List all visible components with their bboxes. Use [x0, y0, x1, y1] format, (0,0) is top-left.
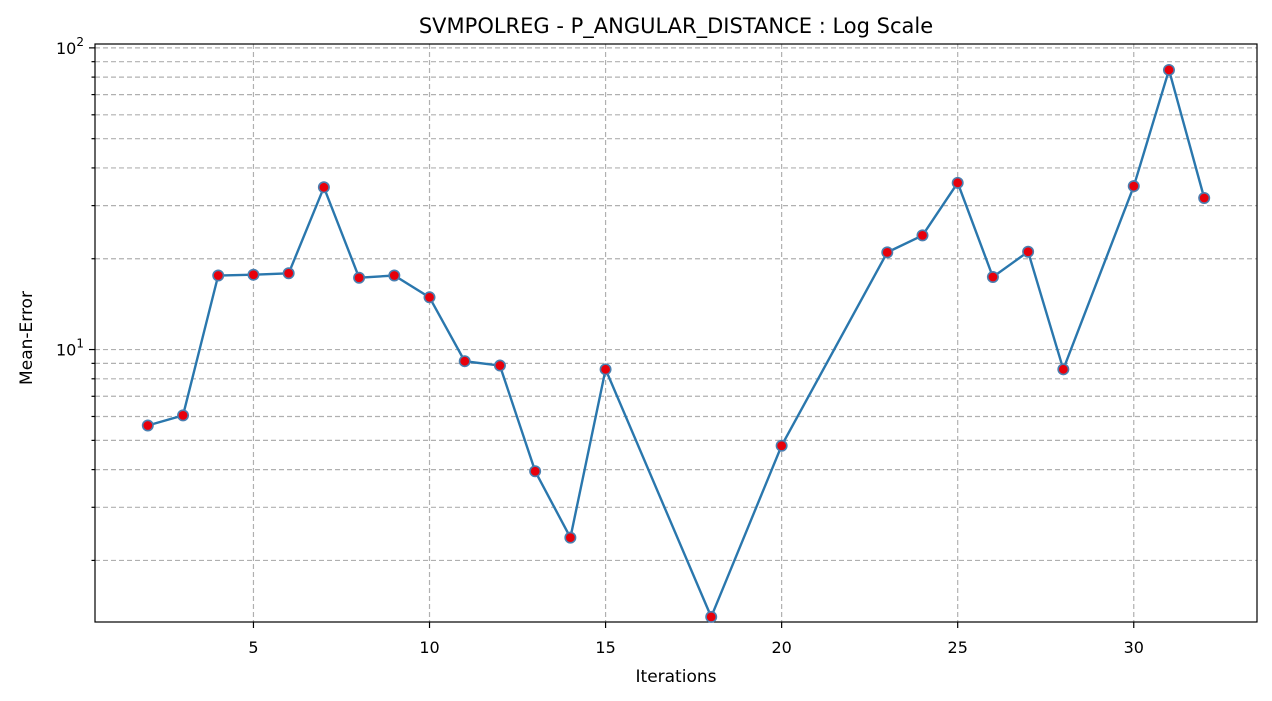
series [141, 63, 1211, 623]
data-point [775, 439, 788, 452]
data-point [705, 610, 718, 623]
data-point [141, 419, 154, 432]
ticks: 5 10 15 20 25 30 101 102 [56, 35, 1144, 657]
data-point [458, 355, 471, 368]
y-axis-label: Mean-Error [17, 291, 37, 385]
y-tick-label: 102 [56, 35, 84, 58]
data-point [529, 465, 542, 478]
data-point [493, 359, 506, 372]
data-point [951, 176, 964, 189]
data-point [423, 291, 436, 304]
data-point [1162, 63, 1175, 76]
data-point [1057, 363, 1070, 376]
series-line [147, 65, 1206, 621]
data-point [177, 409, 190, 422]
x-tick-label: 20 [771, 638, 791, 657]
y-tick-label: 101 [56, 337, 84, 360]
data-point [881, 246, 894, 259]
data-point [564, 531, 577, 544]
data-point [317, 181, 330, 194]
x-tick-label: 15 [595, 638, 615, 657]
x-tick-label: 10 [419, 638, 439, 657]
plot-frame [94, 43, 1258, 623]
data-point [1198, 191, 1211, 204]
data-point [388, 269, 401, 282]
data-point [282, 267, 295, 280]
data-point [1022, 245, 1035, 258]
x-tick-label: 25 [948, 638, 968, 657]
data-point [212, 269, 225, 282]
x-axis-label: Iterations [636, 667, 717, 687]
data-point [1127, 180, 1140, 193]
data-point [916, 229, 929, 242]
data-point [247, 268, 260, 281]
x-tick-label: 5 [248, 638, 258, 657]
data-point [353, 271, 366, 284]
chart-title: SVMPOLREG - P_ANGULAR_DISTANCE : Log Sca… [419, 14, 933, 39]
data-point [599, 363, 612, 376]
data-point [986, 270, 999, 283]
x-tick-label: 30 [1124, 638, 1144, 657]
